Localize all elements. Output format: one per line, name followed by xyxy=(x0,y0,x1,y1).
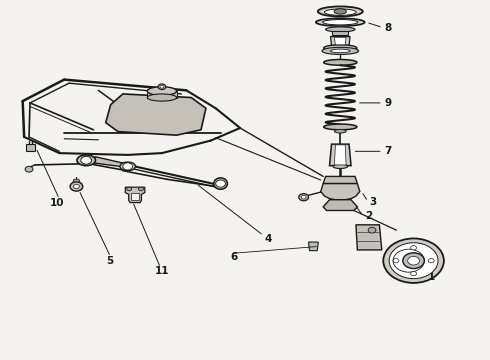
Polygon shape xyxy=(309,242,318,251)
Circle shape xyxy=(139,187,144,191)
Ellipse shape xyxy=(324,45,357,51)
Circle shape xyxy=(428,258,434,263)
Polygon shape xyxy=(321,184,360,200)
Ellipse shape xyxy=(316,18,365,26)
Circle shape xyxy=(368,227,376,233)
Ellipse shape xyxy=(334,130,346,133)
Text: 2: 2 xyxy=(365,211,372,221)
Circle shape xyxy=(408,256,419,265)
Text: 9: 9 xyxy=(384,98,392,108)
Text: 11: 11 xyxy=(155,266,169,276)
Text: 10: 10 xyxy=(49,198,64,208)
Ellipse shape xyxy=(324,9,356,15)
Text: 4: 4 xyxy=(265,234,272,244)
Ellipse shape xyxy=(318,6,363,17)
Polygon shape xyxy=(332,31,348,36)
Text: 1: 1 xyxy=(428,272,436,282)
Polygon shape xyxy=(106,94,206,135)
Polygon shape xyxy=(323,176,357,184)
Text: 3: 3 xyxy=(369,197,377,207)
Ellipse shape xyxy=(334,9,346,14)
Circle shape xyxy=(158,84,166,90)
Circle shape xyxy=(383,238,444,283)
Ellipse shape xyxy=(331,49,350,53)
Polygon shape xyxy=(331,37,350,45)
Circle shape xyxy=(127,187,132,191)
Circle shape xyxy=(216,180,225,187)
Circle shape xyxy=(81,156,92,164)
Ellipse shape xyxy=(333,164,347,168)
Polygon shape xyxy=(334,145,346,165)
Text: 5: 5 xyxy=(106,256,113,266)
Circle shape xyxy=(160,85,164,88)
Polygon shape xyxy=(26,144,35,151)
Circle shape xyxy=(301,195,306,199)
Ellipse shape xyxy=(326,27,355,32)
Circle shape xyxy=(299,194,309,201)
Ellipse shape xyxy=(77,155,96,166)
Polygon shape xyxy=(73,179,80,182)
Polygon shape xyxy=(334,37,346,45)
Circle shape xyxy=(389,243,438,279)
Circle shape xyxy=(25,166,33,172)
Circle shape xyxy=(411,271,416,276)
Ellipse shape xyxy=(214,178,227,189)
Ellipse shape xyxy=(324,59,357,65)
Circle shape xyxy=(123,163,133,170)
Ellipse shape xyxy=(322,47,359,54)
Ellipse shape xyxy=(147,94,176,101)
Polygon shape xyxy=(330,144,351,166)
Polygon shape xyxy=(125,187,145,203)
Circle shape xyxy=(411,246,416,250)
Polygon shape xyxy=(95,157,134,168)
Text: 6: 6 xyxy=(230,252,238,262)
Polygon shape xyxy=(323,200,357,211)
Text: 7: 7 xyxy=(384,146,392,156)
Circle shape xyxy=(403,253,424,269)
Ellipse shape xyxy=(324,124,357,130)
Ellipse shape xyxy=(147,87,176,95)
Text: 8: 8 xyxy=(384,23,392,33)
Circle shape xyxy=(393,258,399,263)
Polygon shape xyxy=(147,91,176,98)
Polygon shape xyxy=(131,193,139,200)
Circle shape xyxy=(74,184,79,189)
Ellipse shape xyxy=(120,162,136,171)
Ellipse shape xyxy=(323,19,358,25)
Circle shape xyxy=(70,182,83,191)
Polygon shape xyxy=(356,225,382,250)
